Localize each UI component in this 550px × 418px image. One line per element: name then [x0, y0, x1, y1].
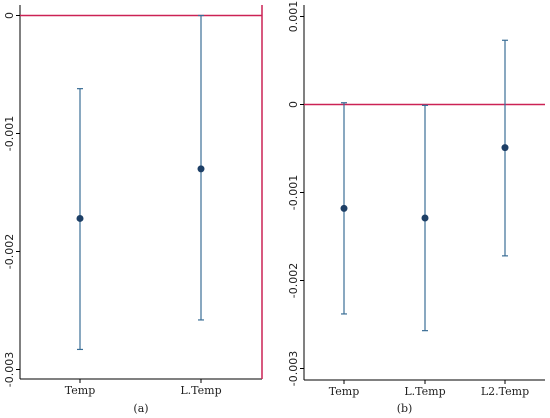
point-estimate — [421, 214, 429, 222]
x-tick-label: L.Temp — [180, 384, 221, 397]
panel-a: 0 -0.001 -0.002 -0.003 Temp L.Temp (a) — [3, 5, 263, 415]
y-tick-label: -0.002 — [3, 234, 16, 269]
point-estimate — [197, 165, 205, 173]
y-tick-label: 0.001 — [287, 1, 300, 33]
x-tick-label: L2.Temp — [481, 385, 529, 398]
point-estimate — [76, 214, 84, 222]
panel-caption: (b) — [397, 402, 413, 415]
y-tick-label: 0 — [287, 101, 300, 108]
x-tick-label: Temp — [329, 385, 359, 398]
x-tick-label: L.Temp — [404, 385, 445, 398]
y-tick-label: -0.003 — [3, 352, 16, 387]
y-tick-label: 0 — [3, 12, 16, 19]
point-estimate — [501, 144, 509, 152]
y-tick-label: -0.003 — [287, 351, 300, 386]
panel-b: 0.001 0 -0.001 -0.002 -0.003 Temp L.Temp L2.Tem… — [287, 1, 545, 415]
y-tick-label: -0.001 — [287, 175, 300, 210]
x-tick-label: Temp — [65, 384, 95, 397]
y-tick-label: -0.002 — [287, 263, 300, 298]
panel-caption: (a) — [133, 402, 148, 415]
point-estimate — [340, 204, 348, 212]
y-tick-label: -0.001 — [3, 116, 16, 151]
